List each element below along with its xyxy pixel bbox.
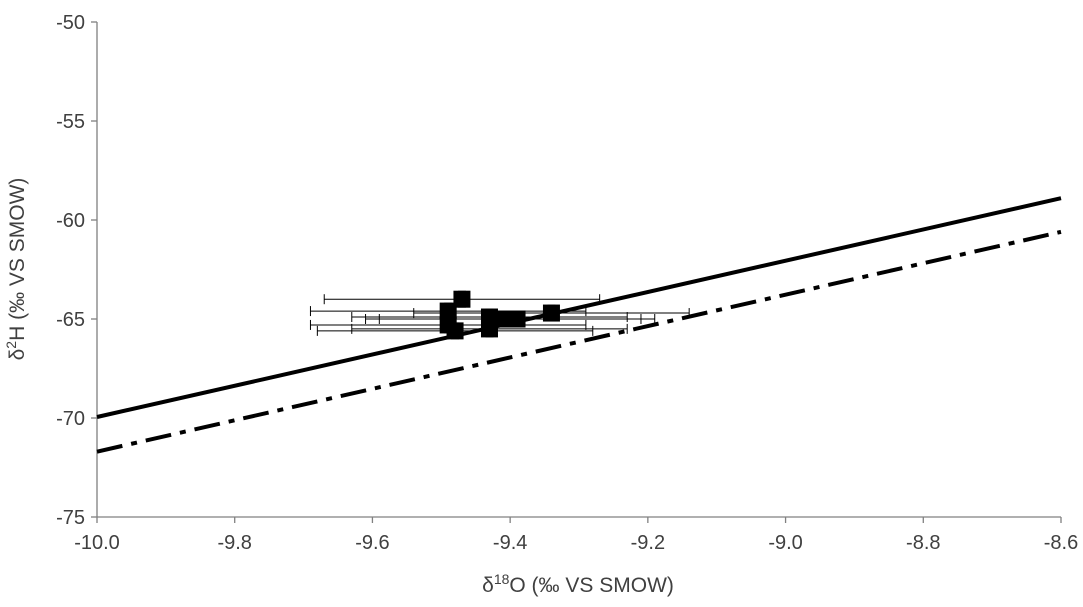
y-tick-label: -70 xyxy=(56,408,85,430)
x-axis-title-suffix: O (‰ VS SMOW) xyxy=(509,574,674,597)
x-tick-label: -9.2 xyxy=(631,532,665,554)
y-tick-label: -75 xyxy=(56,507,85,529)
y-axis-title-suffix: H (‰ VS SMOW) xyxy=(6,178,29,341)
axes: -50 -55 -60 -65 -70 -75 -10.0 -9.8 -9.6 -9.4 -9.2 -… xyxy=(56,12,1078,554)
data-point-square xyxy=(508,310,526,328)
x-tick-label: -9.0 xyxy=(768,532,802,554)
x-tick-label: -9.4 xyxy=(493,532,527,554)
y-axis-title-superscript: 2 xyxy=(3,341,19,349)
data-point-square xyxy=(494,310,512,328)
dashdot-regression-line xyxy=(96,229,1062,454)
x-tick-label: -10.0 xyxy=(74,532,120,554)
x-tick-label: -8.6 xyxy=(1044,532,1078,554)
data-points xyxy=(439,290,560,340)
data-point-square xyxy=(446,322,464,340)
x-axis-title-superscript: 18 xyxy=(494,571,510,587)
x-axis-title-prefix: δ xyxy=(482,574,494,597)
y-tick-label: -60 xyxy=(56,210,85,232)
y-tick-label: -55 xyxy=(56,111,85,133)
data-point-square xyxy=(480,320,498,338)
data-point-square xyxy=(453,290,471,308)
x-tick-label: -8.8 xyxy=(906,532,940,554)
x-tick-label: -9.6 xyxy=(355,532,389,554)
trend-lines xyxy=(96,196,1062,454)
x-axis-title: δ18O (‰ VS SMOW) xyxy=(482,571,674,597)
y-axis-title: δ2H (‰ VS SMOW) xyxy=(3,178,29,361)
data-point-square xyxy=(542,304,560,322)
solid-regression-line xyxy=(96,196,1062,419)
y-tick-label: -50 xyxy=(56,12,85,34)
data-point-square xyxy=(439,302,457,320)
y-tick-label: -65 xyxy=(56,309,85,331)
x-tick-label: -9.8 xyxy=(217,532,251,554)
y-axis-title-prefix: δ xyxy=(6,349,29,361)
